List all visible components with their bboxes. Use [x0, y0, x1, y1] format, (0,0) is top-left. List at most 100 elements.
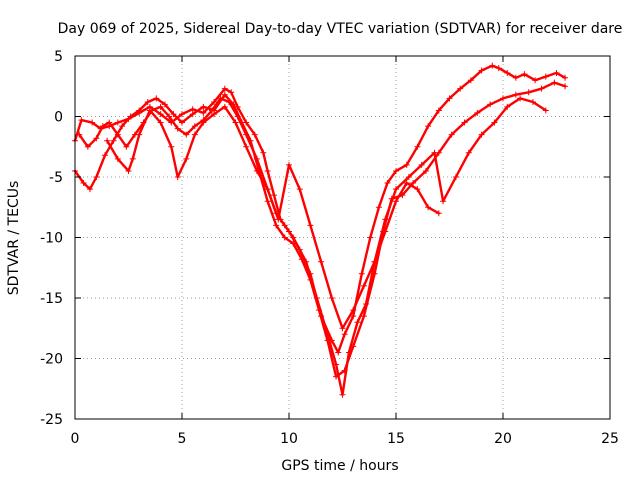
data-point [367, 234, 374, 241]
data-point [104, 137, 111, 144]
data-point [341, 331, 348, 338]
data-point [504, 103, 511, 110]
data-point [461, 119, 468, 126]
data-point [157, 119, 164, 126]
data-point [418, 161, 425, 168]
data-point [253, 167, 260, 174]
data-point [318, 258, 325, 265]
series-layer [72, 62, 569, 398]
y-tick-label: 0 [54, 110, 63, 126]
data-point [410, 180, 417, 187]
data-point [403, 161, 410, 168]
data-point [350, 313, 357, 320]
data-point [425, 123, 432, 130]
data-point [495, 65, 502, 72]
data-point [354, 319, 361, 326]
data-point [234, 113, 241, 120]
data-point [114, 131, 121, 138]
data-point [93, 135, 100, 142]
tick-layer [74, 55, 611, 420]
data-point [382, 216, 389, 223]
series-line [78, 97, 547, 396]
data-point [339, 391, 346, 398]
data-point [517, 95, 524, 102]
data-point [136, 107, 143, 114]
data-point [345, 349, 352, 356]
data-point [114, 119, 121, 126]
data-point [339, 325, 346, 332]
x-axis-label: GPS time / hours [281, 458, 398, 474]
data-point [313, 295, 320, 301]
series-track-4 [104, 103, 442, 332]
data-point [414, 143, 421, 150]
data-point [271, 192, 278, 199]
data-point [452, 174, 459, 180]
data-point [474, 109, 481, 116]
data-point [382, 228, 389, 235]
data-point [457, 85, 464, 92]
data-point [393, 186, 399, 193]
data-point [221, 91, 228, 98]
data-point [371, 258, 378, 265]
data-point [78, 117, 85, 124]
data-point [221, 85, 228, 92]
data-point [440, 198, 447, 205]
data-point [157, 103, 164, 110]
data-point [335, 349, 342, 356]
data-point [551, 79, 558, 86]
data-point [179, 111, 185, 118]
data-point [243, 131, 250, 138]
y-tick-label: 5 [54, 49, 63, 65]
series-track-3 [76, 95, 549, 398]
data-point [307, 222, 314, 229]
data-point [425, 204, 432, 211]
data-point [217, 95, 224, 102]
data-point [512, 91, 519, 98]
data-point [260, 149, 267, 156]
data-point [422, 167, 429, 174]
data-point [489, 62, 496, 69]
data-point [129, 155, 136, 162]
data-point [119, 123, 126, 130]
data-point [290, 234, 297, 241]
data-point [529, 98, 536, 105]
data-point [375, 204, 382, 211]
y-tick-label: -25 [40, 412, 63, 428]
data-point [487, 101, 494, 108]
data-point [532, 77, 539, 84]
data-point [110, 137, 117, 144]
data-point [189, 111, 196, 118]
data-point [123, 143, 130, 150]
data-point [478, 131, 485, 138]
data-point [89, 119, 96, 126]
data-point [127, 113, 134, 120]
data-point [478, 67, 485, 74]
y-tick-label: -20 [40, 352, 63, 368]
data-point [521, 71, 528, 78]
data-point [211, 98, 218, 105]
data-point [153, 95, 160, 102]
y-tick-label: -10 [40, 231, 63, 247]
data-point [191, 123, 198, 130]
data-point [200, 109, 207, 116]
data-point [360, 282, 367, 289]
data-point [273, 222, 280, 229]
data-point [275, 216, 282, 223]
data-point [166, 113, 173, 120]
data-point [448, 131, 455, 138]
data-point [253, 155, 260, 162]
y-tick-label: -15 [40, 291, 63, 307]
data-point [393, 167, 399, 174]
data-point [86, 186, 93, 193]
data-point [136, 131, 143, 138]
series-track-2 [72, 79, 569, 380]
x-tick-label: 0 [71, 431, 80, 447]
data-point [200, 119, 207, 126]
data-point [228, 89, 235, 96]
data-point [363, 301, 370, 308]
data-point [264, 198, 271, 205]
data-point [183, 131, 190, 138]
data-point [286, 161, 292, 168]
data-point [324, 331, 331, 338]
data-point [76, 131, 83, 138]
